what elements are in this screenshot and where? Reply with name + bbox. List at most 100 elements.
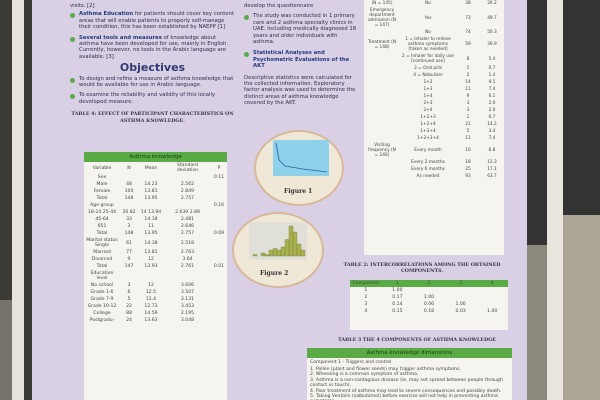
table-cell xyxy=(211,310,227,317)
table-cell: 77 xyxy=(126,250,132,255)
table-cell: 5 xyxy=(127,297,131,302)
table-cell: 10 xyxy=(465,148,471,153)
table-row: Grade 10-12 22 12.73 3.453 xyxy=(84,303,227,310)
table-cell: 2.639 2.89 xyxy=(175,210,200,215)
table-cell: 2.761 xyxy=(180,264,195,269)
table3-item: 5. Taking Ventolin (salbutamol) before e… xyxy=(310,394,498,400)
table-cell: 59 xyxy=(465,42,471,47)
table3-item: 1. Pollen (plant and flower seeds) may t… xyxy=(310,367,461,372)
table-cell: 26.2 xyxy=(487,1,497,6)
table-cell xyxy=(364,159,400,166)
table-cell: 14.18 xyxy=(144,217,158,222)
table-cell: 0.7 xyxy=(488,115,496,120)
poster: visits. [2] Asthma Education for patient… xyxy=(32,0,527,400)
table-row: Postgradu- 24 13.63 3.048 xyxy=(84,317,227,324)
table-row: 4 = Nebulizer 2 1.4 xyxy=(364,72,504,79)
table-row: Divorced 9 12 3.64 xyxy=(84,256,227,263)
table-row: Total 148 13.95 2.757 0.09 xyxy=(84,230,227,237)
table-cell: 0.16 xyxy=(213,203,225,208)
table-cell: 14 13.94 xyxy=(140,210,162,215)
table-cell: 0.7 xyxy=(488,66,496,71)
table-cell: 0.14 xyxy=(392,302,403,307)
table-cell: 2 xyxy=(466,73,470,78)
table-row: College 88 14.59 2.195 xyxy=(84,310,227,317)
table-row: 2 = Inhaler for daily use [continued use… xyxy=(364,53,504,65)
table-cell: 4 = Nebulizer xyxy=(413,73,443,78)
table-cell: 12 xyxy=(148,283,154,288)
table2-column-header: 3 xyxy=(459,281,463,286)
table-cell: Yes xyxy=(424,15,432,21)
table-cell: 14.38 xyxy=(144,240,158,246)
table-cell: 3 = Oral pills xyxy=(414,66,442,71)
scree-plot xyxy=(273,140,329,176)
table-cell: 0.01 xyxy=(213,264,225,269)
table-row: Visiting frequency (N = 146) Every month 1… xyxy=(364,142,504,159)
histogram-bar xyxy=(252,254,258,257)
table-cell: 1+3+4 xyxy=(420,129,436,134)
table-cell: 74 xyxy=(465,30,471,35)
table-row: 1+3+4 5 3.4 xyxy=(364,128,504,135)
table-cell: 1.00 xyxy=(392,288,403,293)
table-cell: 148 xyxy=(124,196,134,201)
table-cell: 13.81 xyxy=(144,189,158,194)
table2: Component 1 2 3 4 1 1.00 2 0.17 1.00 3 0.14 0.06 1.00… xyxy=(350,280,508,330)
figure2-label: Figure 2 xyxy=(260,270,289,277)
table-cell: 3.131 xyxy=(180,297,195,302)
table-cell: 3.453 xyxy=(180,304,195,309)
table-cell: 2 xyxy=(364,295,368,300)
table-cell: Every 6 months xyxy=(411,167,445,172)
table2-column-header: 1 xyxy=(395,281,399,286)
table-row: Education level xyxy=(84,270,227,282)
table-cell xyxy=(138,202,164,209)
table-row: 651 3 11 2.646 xyxy=(84,223,227,230)
table-cell: 38 xyxy=(465,1,471,6)
table-cell xyxy=(164,174,211,181)
table3-item: 2. Wheezing is a common symptom of asthm… xyxy=(310,372,419,378)
table-row: 4 0.15 0.18 0.03 1.00 xyxy=(350,308,508,315)
table-cell xyxy=(211,317,227,324)
background-frame-right xyxy=(527,0,600,400)
table-cell: 0.06 xyxy=(423,302,435,307)
table-cell: 1+3 xyxy=(423,87,433,92)
table1-continued: (N = 145) No 38 26.2 Emergency department ad… xyxy=(364,0,504,255)
background-frame-left xyxy=(0,0,32,400)
table-cell: 3 xyxy=(466,101,470,106)
table-cell: 9 xyxy=(127,257,131,262)
table-cell: 2.757 xyxy=(180,231,195,236)
table-cell: 88 xyxy=(126,311,132,316)
table-cell: Marital status Single xyxy=(86,238,118,248)
table-cell: 1+2+3+4 xyxy=(417,136,439,141)
table-cell: Grade 1-6 xyxy=(90,290,114,295)
table-cell xyxy=(211,270,227,282)
histogram-bar xyxy=(264,254,270,257)
table-cell: College xyxy=(93,311,111,316)
table-cell xyxy=(164,202,211,209)
table-cell: 13.95 xyxy=(144,196,158,201)
table-cell xyxy=(120,202,138,209)
table-cell xyxy=(211,282,227,289)
objective-item: To examine the reliability and validity … xyxy=(70,92,235,105)
table-cell xyxy=(211,256,227,263)
table4-header: Asthma knowledge xyxy=(84,152,227,162)
table4-column-header: Variable xyxy=(92,165,112,171)
table-cell: (N = 145) xyxy=(371,1,393,6)
table-row: 1+2 14 9.5 xyxy=(364,79,504,86)
table-cell: 13.63 xyxy=(144,318,158,323)
table-cell: 9 xyxy=(466,94,470,99)
table-cell: 2.481 xyxy=(180,217,195,222)
table-cell xyxy=(211,195,227,202)
table-cell: 7.4 xyxy=(488,136,496,141)
table-cell: 3.4 xyxy=(488,129,496,134)
table-cell: Sex xyxy=(97,175,107,180)
methods-top: develop the questionnaire xyxy=(244,3,314,9)
table-cell: 12.5 xyxy=(145,290,157,295)
table-cell: 1.00 xyxy=(487,309,498,314)
table-cell: 13.95 xyxy=(144,231,158,236)
table-cell: 3 xyxy=(466,108,470,113)
table-cell: 0.17 xyxy=(392,295,403,300)
table-cell: 148 xyxy=(124,231,134,236)
table-cell: 1.00 xyxy=(455,302,466,307)
table-cell: 6 xyxy=(127,290,131,295)
histogram xyxy=(249,222,307,260)
table-cell: 2.757 xyxy=(180,196,195,201)
